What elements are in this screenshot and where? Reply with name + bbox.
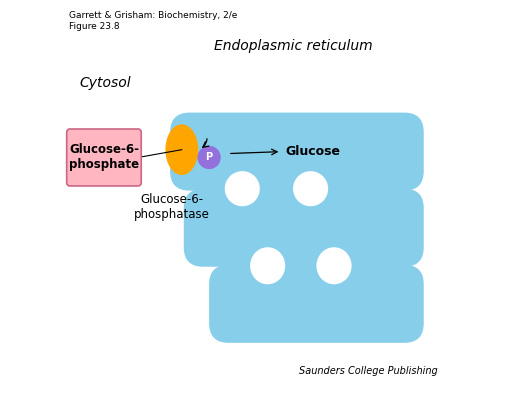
- Text: Garrett & Grisham: Biochemistry, 2/e
Figure 23.8: Garrett & Grisham: Biochemistry, 2/e Fig…: [69, 11, 237, 31]
- FancyBboxPatch shape: [67, 129, 141, 186]
- Text: Endoplasmic reticulum: Endoplasmic reticulum: [214, 39, 372, 53]
- Text: Saunders College Publishing: Saunders College Publishing: [299, 366, 437, 376]
- Circle shape: [198, 147, 220, 169]
- Text: Glucose-6-
phosphate: Glucose-6- phosphate: [69, 143, 139, 171]
- Ellipse shape: [316, 247, 352, 284]
- FancyBboxPatch shape: [209, 265, 424, 343]
- FancyBboxPatch shape: [184, 189, 424, 267]
- Ellipse shape: [293, 171, 328, 206]
- Text: P: P: [206, 152, 213, 162]
- Text: Glucose-6-
phosphatase: Glucose-6- phosphatase: [134, 193, 210, 220]
- FancyBboxPatch shape: [170, 113, 424, 191]
- Ellipse shape: [225, 171, 260, 206]
- Ellipse shape: [250, 247, 285, 284]
- Text: Cytosol: Cytosol: [80, 76, 132, 90]
- Text: Glucose: Glucose: [285, 145, 340, 158]
- Ellipse shape: [166, 124, 198, 175]
